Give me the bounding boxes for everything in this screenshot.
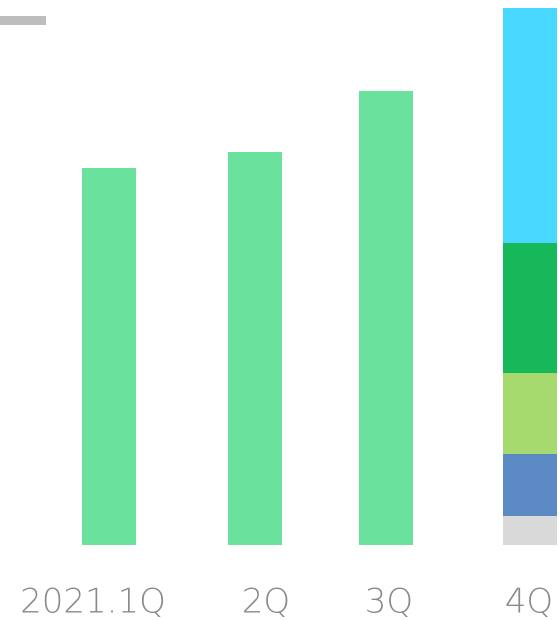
bar-segment xyxy=(503,243,557,373)
x-tick-label: 4Q xyxy=(505,582,553,621)
x-tick-label: 2Q xyxy=(242,582,290,621)
bar-segment xyxy=(359,91,413,545)
bar-segment xyxy=(503,454,557,516)
legend-fragment xyxy=(0,16,46,25)
bar-segment xyxy=(503,8,557,243)
bar-segment xyxy=(503,516,557,545)
bar-segment xyxy=(228,152,282,545)
bar-segment xyxy=(503,373,557,454)
bar-segment xyxy=(82,168,136,545)
x-tick-label: 2021.1Q xyxy=(20,582,166,621)
x-tick-label: 3Q xyxy=(365,582,413,621)
